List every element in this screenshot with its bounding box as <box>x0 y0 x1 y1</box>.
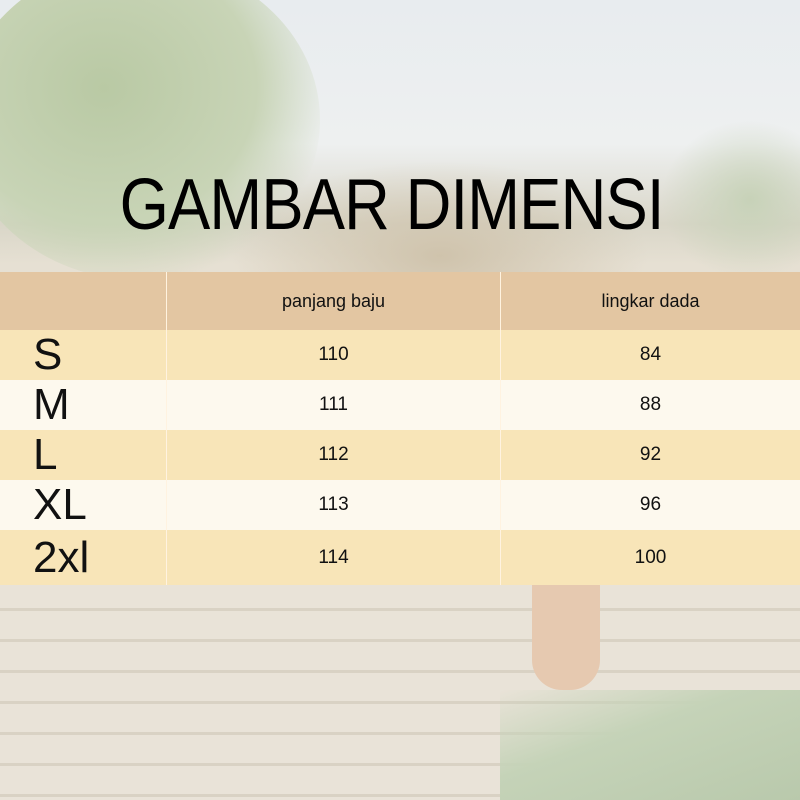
hill <box>230 160 650 280</box>
header-lingkar-dada: lingkar dada <box>500 272 800 330</box>
size-table: panjang baju lingkar dada S 110 84 M 111… <box>0 272 800 585</box>
lingkar-dada-value: 92 <box>500 430 800 480</box>
panjang-baju-value: 113 <box>166 480 501 530</box>
table-header: panjang baju lingkar dada <box>0 272 800 330</box>
size-label: XL <box>0 480 167 530</box>
lingkar-dada-value: 96 <box>500 480 800 530</box>
header-size <box>0 272 167 330</box>
tree <box>660 120 800 280</box>
lingkar-dada-value: 100 <box>500 530 800 585</box>
size-label: 2xl <box>0 530 167 585</box>
lingkar-dada-value: 88 <box>500 380 800 430</box>
panjang-baju-value: 112 <box>166 430 501 480</box>
panjang-baju-value: 114 <box>166 530 501 585</box>
panjang-baju-value: 111 <box>166 380 501 430</box>
table-row: L 112 92 <box>0 430 800 480</box>
size-label: M <box>0 380 167 430</box>
grass <box>500 690 800 800</box>
table-row: S 110 84 <box>0 330 800 380</box>
size-label: L <box>0 430 167 480</box>
page-title: GAMBAR DIMENSI <box>119 165 665 245</box>
table-row: M 111 88 <box>0 380 800 430</box>
panjang-baju-value: 110 <box>166 330 501 380</box>
table-row: 2xl 114 100 <box>0 530 800 585</box>
size-label: S <box>0 330 167 380</box>
table-row: XL 113 96 <box>0 480 800 530</box>
header-panjang-baju: panjang baju <box>166 272 501 330</box>
lingkar-dada-value: 84 <box>500 330 800 380</box>
terracotta-pot <box>532 580 600 690</box>
